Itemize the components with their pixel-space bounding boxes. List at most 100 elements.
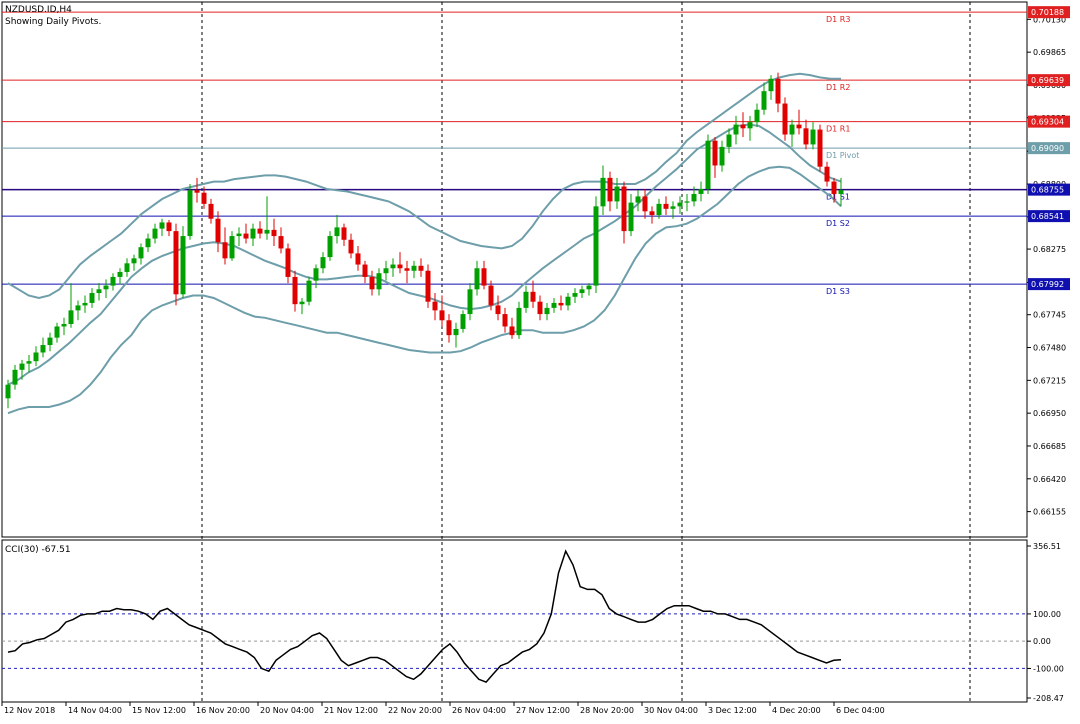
price-tick-label: 0.67215 [1033, 376, 1066, 385]
candle-body [68, 310, 74, 324]
candle-body [110, 276, 116, 286]
candle-body [656, 203, 662, 216]
candle-body [600, 177, 606, 207]
pivot-price-label: 0.70188 [1031, 8, 1064, 17]
candle-body [789, 124, 795, 135]
x-tick-label: 30 Nov 04:00 [644, 706, 698, 715]
candle-body [530, 291, 536, 302]
candle-body [299, 301, 305, 305]
candle-body [390, 264, 396, 269]
candle-body [607, 177, 613, 202]
candle-body [194, 190, 200, 193]
candle-body [831, 181, 837, 194]
candle-body [229, 236, 235, 259]
candle-body [404, 268, 410, 271]
candle-body [187, 190, 193, 237]
candle-body [670, 206, 676, 209]
candle-body [306, 280, 312, 302]
x-tick-label: 4 Dec 20:00 [772, 706, 821, 715]
candle-body [551, 302, 557, 308]
candle-body [26, 361, 32, 364]
candle-body [82, 302, 88, 306]
pivot-name: D1 S1 [826, 193, 850, 202]
candle-body [467, 289, 473, 315]
pivot-price-tag [1028, 142, 1070, 155]
pivot-name: D1 R2 [826, 83, 850, 92]
candle-body [166, 222, 172, 232]
candle-body [439, 310, 445, 321]
candle-body [488, 285, 494, 306]
price-tick-label: 0.66420 [1033, 475, 1066, 484]
candle-body [327, 236, 333, 258]
candle-body [663, 203, 669, 209]
candle-body [264, 229, 270, 234]
candle-body [383, 268, 389, 274]
x-tick-label: 15 Nov 12:00 [132, 706, 186, 715]
pivot-price-label: 0.69639 [1031, 76, 1064, 85]
candle-body [285, 248, 291, 277]
candle-body [152, 228, 158, 239]
pivot-price-label: 0.69090 [1031, 144, 1064, 153]
candle-body [516, 307, 522, 336]
candle-body [89, 293, 95, 303]
candle-body [432, 301, 438, 311]
candle-body [12, 369, 18, 385]
candle-body [208, 203, 214, 219]
candle-body [75, 305, 81, 311]
pivot-price-label: 0.68755 [1031, 186, 1064, 195]
candle-body [418, 265, 424, 271]
candle-body [355, 253, 361, 265]
candle-body [313, 268, 319, 281]
cci-plot-frame [1, 539, 1028, 703]
candle-body [446, 320, 452, 336]
pivot-price-tag [1028, 278, 1070, 291]
candle-body [572, 293, 578, 297]
candle-body [159, 222, 165, 229]
candle-body [320, 257, 326, 269]
candle-body [369, 276, 375, 290]
candle-body [677, 202, 683, 207]
candle-body [474, 268, 480, 290]
chart-symbol: NZDUSD.ID,H4 [5, 5, 72, 15]
candle-body [271, 229, 277, 237]
candle-body [397, 264, 403, 269]
price-tick-label: 0.69865 [1033, 48, 1066, 57]
pivot-name: D1 S3 [826, 287, 850, 296]
cci-tick-label: -208.47 [1033, 694, 1064, 703]
price-tick-label: 0.66155 [1033, 508, 1066, 517]
x-tick-label: 26 Nov 04:00 [452, 706, 506, 715]
candle-body [495, 305, 501, 315]
x-tick-label: 14 Nov 04:00 [68, 706, 122, 715]
candle-body [810, 129, 816, 145]
candle-body [362, 264, 368, 277]
x-tick-label: 6 Dec 04:00 [836, 706, 885, 715]
candle-body [341, 227, 347, 240]
bollinger-lower-band [7, 165, 842, 415]
pivot-price-label: 0.69304 [1031, 118, 1064, 127]
candle-body [334, 227, 340, 237]
candle-body [117, 271, 123, 277]
pivot-name: D1 S2 [826, 219, 850, 228]
candle-body [768, 78, 774, 92]
candle-body [691, 193, 697, 202]
pivot-price-tag [1028, 6, 1070, 19]
x-tick-label: 28 Nov 20:00 [580, 706, 634, 715]
candle-body [621, 186, 627, 232]
pivot-price-label: 0.68541 [1031, 212, 1064, 221]
pivot-price-label: 0.67992 [1031, 280, 1064, 289]
pivot-name: D1 Pivot [826, 151, 859, 160]
candle-body [824, 166, 830, 182]
candle-body [54, 326, 60, 338]
bollinger-middle-band [7, 123, 842, 386]
cci-title: CCI(30) -67.51 [5, 545, 71, 555]
candle-body [138, 247, 144, 259]
candle-body [796, 124, 802, 129]
candle-body [33, 352, 39, 362]
chart-subtitle: Showing Daily Pivots. [5, 17, 101, 27]
candle-body [817, 129, 823, 167]
candle-body [544, 307, 550, 315]
candle-body [376, 273, 382, 290]
cci-tick-label: 356.51 [1033, 542, 1061, 551]
candle-body [243, 233, 249, 239]
